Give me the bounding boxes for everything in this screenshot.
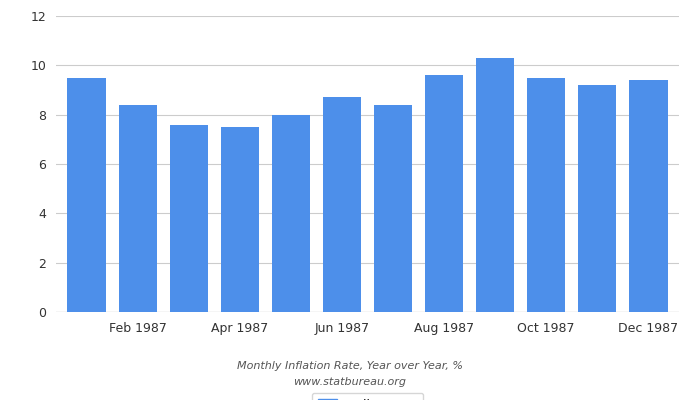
Bar — [118, 105, 157, 312]
Bar — [169, 124, 208, 312]
Bar — [425, 75, 463, 312]
Bar — [323, 98, 361, 312]
Bar — [476, 58, 514, 312]
Bar — [578, 85, 617, 312]
Legend: India, 1987: India, 1987 — [312, 393, 424, 400]
Text: Monthly Inflation Rate, Year over Year, %: Monthly Inflation Rate, Year over Year, … — [237, 361, 463, 371]
Bar — [220, 127, 259, 312]
Bar — [629, 80, 668, 312]
Bar — [527, 78, 566, 312]
Bar — [67, 78, 106, 312]
Bar — [374, 105, 412, 312]
Text: www.statbureau.org: www.statbureau.org — [293, 377, 407, 387]
Bar — [272, 115, 310, 312]
